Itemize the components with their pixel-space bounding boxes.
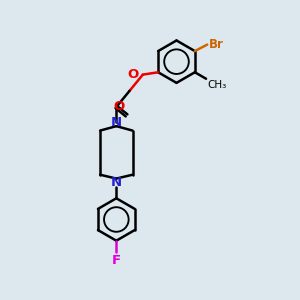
Text: CH₃: CH₃ — [208, 80, 227, 90]
Text: N: N — [111, 176, 122, 190]
Text: N: N — [111, 116, 122, 129]
Text: Br: Br — [209, 38, 224, 50]
Text: O: O — [114, 100, 125, 113]
Text: O: O — [128, 68, 139, 80]
Text: F: F — [112, 254, 121, 267]
